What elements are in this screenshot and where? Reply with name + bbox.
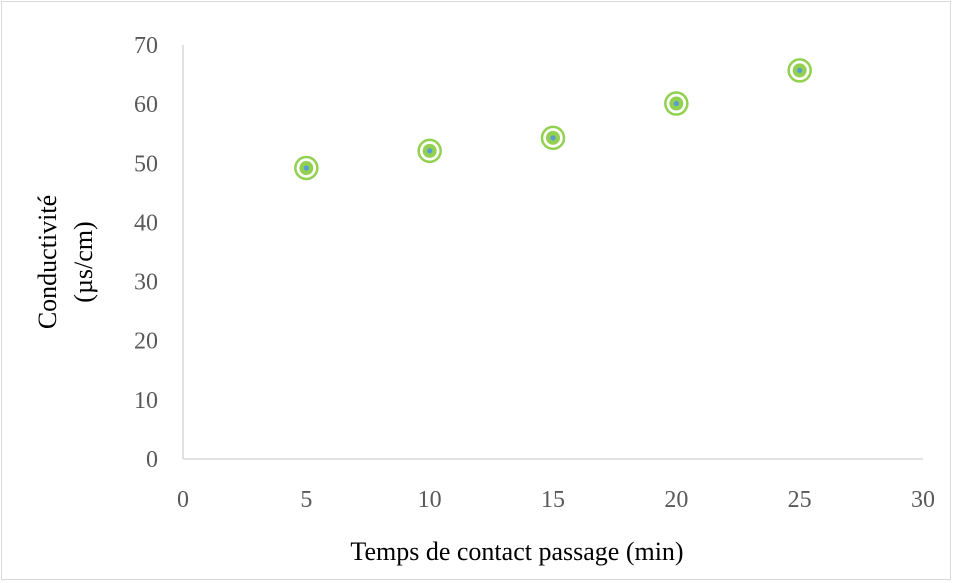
x-tick-label: 10	[418, 487, 442, 513]
x-tick-label: 20	[664, 487, 688, 513]
data-point	[540, 125, 566, 151]
x-axis-title: Temps de contact passage (min)	[350, 537, 683, 566]
x-tick-labels: 0 5 10 15 20 25 30	[177, 487, 935, 513]
x-tick-label: 5	[300, 487, 312, 513]
y-tick-label: 10	[134, 388, 158, 414]
y-tick-label: 50	[134, 151, 158, 177]
data-point	[664, 91, 689, 116]
y-axis-title-line-2: (µs/cm)	[69, 221, 98, 302]
x-tick-label: 30	[911, 487, 935, 513]
data-point	[294, 155, 319, 181]
y-axis-title: Conductivité (µs/cm)	[33, 195, 98, 329]
data-point-center	[303, 165, 309, 171]
y-tick-label: 0	[146, 447, 158, 473]
y-tick-label: 30	[134, 270, 158, 296]
y-tick-label: 60	[134, 92, 158, 118]
data-point-center	[797, 67, 803, 74]
y-tick-label: 70	[134, 33, 158, 59]
data-point	[417, 138, 442, 164]
data-points	[294, 58, 812, 181]
y-axis-title-line-1: Conductivité	[33, 195, 62, 329]
y-tick-label: 20	[134, 329, 158, 355]
data-point-center	[673, 100, 679, 107]
y-tick-label: 40	[134, 210, 158, 236]
x-tick-label: 0	[177, 487, 189, 513]
data-point-center	[427, 148, 433, 154]
data-point-center	[550, 135, 556, 141]
x-tick-label: 25	[788, 487, 812, 513]
x-tick-label: 15	[541, 487, 565, 513]
data-point	[787, 58, 812, 83]
y-tick-labels: 0 10 20 30 40 50 60 70	[134, 33, 158, 473]
